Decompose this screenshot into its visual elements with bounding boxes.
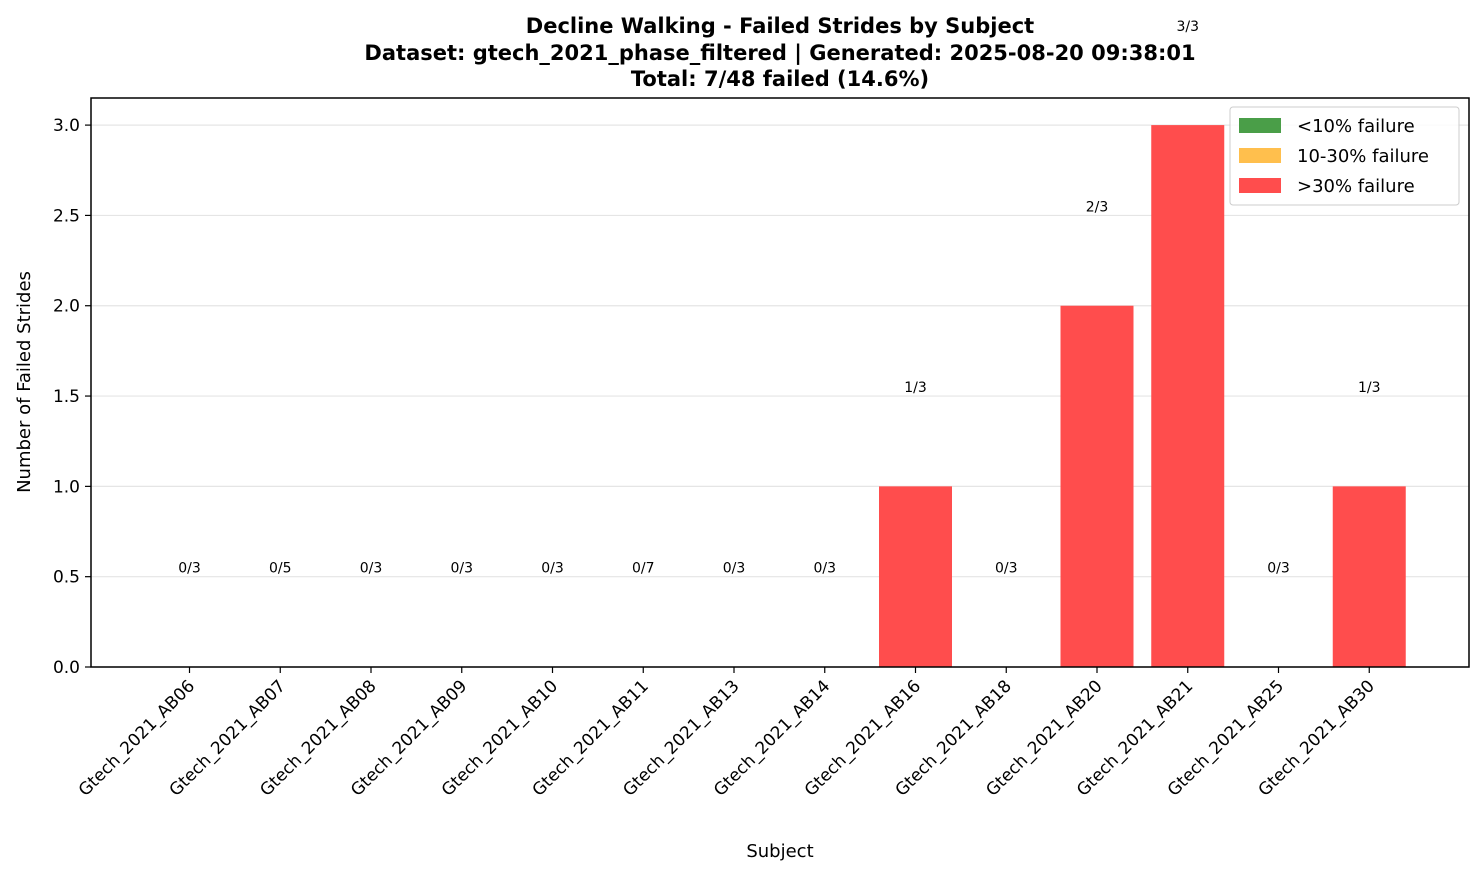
bar-value-label: 0/3 — [813, 561, 836, 577]
y-axis-ticks: 0.0 0.5 1.0 1.5 2.0 2.5 3.0 — [53, 116, 91, 678]
bar — [1332, 486, 1406, 667]
bar-value-label: 0/3 — [541, 561, 564, 577]
y-tick-label: 3.0 — [53, 116, 80, 136]
bar-value-label: 1/3 — [904, 380, 927, 396]
bar-value-label: 2/3 — [1086, 199, 1109, 215]
bar — [879, 486, 952, 667]
legend-swatch-low — [1239, 118, 1281, 133]
legend-label-medium: 10-30% failure — [1297, 146, 1429, 167]
y-tick-label: 1.5 — [53, 387, 80, 407]
bars — [879, 125, 1406, 668]
bar-value-label: 0/3 — [178, 561, 201, 577]
y-tick-label: 0.0 — [53, 658, 80, 678]
grid — [91, 124, 1469, 668]
chart-subtitle: Dataset: gtech_2021_phase_filtered | Gen… — [364, 41, 1195, 66]
chart-summary: Total: 7/48 failed (14.6%) — [631, 67, 929, 91]
y-tick-label: 2.5 — [53, 206, 80, 226]
bar-value-label: 0/7 — [632, 561, 655, 577]
bar — [1151, 125, 1225, 668]
y-tick-label: 0.5 — [53, 568, 80, 588]
bar-value-label: 0/3 — [450, 561, 473, 577]
legend-box — [1229, 106, 1460, 206]
bar-value-label: 0/3 — [723, 561, 746, 577]
y-tick-label: 1.0 — [53, 477, 80, 497]
bar-value-label: 0/3 — [995, 561, 1018, 577]
legend: <10% failure 10-30% failure >30% failure — [1229, 106, 1460, 206]
x-axis-ticks: Gtech_2021_AB06Gtech_2021_AB07Gtech_2021… — [75, 667, 1379, 801]
y-tick-label: 2.0 — [53, 297, 80, 317]
legend-label-low: <10% failure — [1297, 116, 1415, 137]
y-axis-label: Number of Failed Strides — [14, 271, 35, 493]
legend-swatch-high — [1239, 178, 1281, 193]
legend-swatch-medium — [1239, 148, 1281, 163]
bar-value-label: 0/5 — [269, 561, 292, 577]
bar-value-label: 1/3 — [1358, 380, 1381, 396]
data-labels: 0/3 0/5 0/3 0/3 0/3 0/7 0/3 0/3 1/3 0/3 2/3 3/3 0/3 1… — [178, 19, 1380, 577]
bar-value-label: 0/3 — [1267, 561, 1290, 577]
x-axis-label: Subject — [746, 841, 813, 862]
plot-frame — [90, 97, 1470, 668]
bar-value-label: 0/3 — [360, 561, 383, 577]
bar — [1060, 305, 1134, 667]
bar-value-label: 3/3 — [1176, 19, 1199, 35]
legend-label-high: >30% failure — [1297, 176, 1415, 197]
chart-title: Decline Walking - Failed Strides by Subj… — [526, 14, 1034, 38]
